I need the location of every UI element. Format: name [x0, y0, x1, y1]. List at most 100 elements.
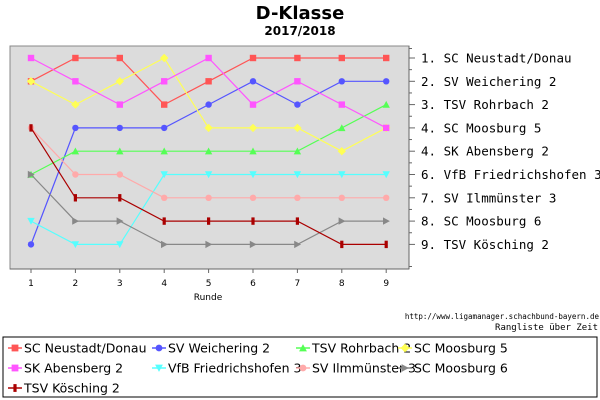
series-1 [27, 78, 390, 248]
data-point [116, 101, 123, 108]
legend-label: SC Moosburg 5 [414, 341, 508, 356]
legend-label: SC Neustadt/Donau [24, 341, 147, 356]
series-5 [27, 171, 390, 249]
data-point [160, 171, 168, 179]
data-point [161, 240, 168, 249]
data-point [116, 147, 124, 155]
data-point [383, 78, 390, 85]
data-point [383, 54, 390, 62]
data-point [29, 124, 33, 132]
ranking-label: 9. TSV Kösching 2 [421, 237, 549, 252]
data-point [248, 123, 258, 133]
data-point [294, 240, 302, 249]
data-point [294, 54, 301, 62]
data-point [205, 240, 213, 249]
data-point [207, 217, 211, 225]
data-point [293, 171, 302, 179]
legend-item: VfB Friedrichshofen 3 [152, 361, 301, 376]
data-point [72, 124, 79, 132]
data-point [72, 171, 79, 178]
legend-item: SV Weichering 2 [152, 341, 270, 356]
data-point [204, 171, 213, 179]
data-point [204, 123, 213, 133]
data-point [338, 78, 345, 85]
data-point [338, 194, 345, 201]
data-point [383, 217, 390, 225]
data-point [161, 78, 168, 85]
legend-item: SC Neustadt/Donau [8, 341, 147, 356]
data-point [383, 194, 390, 201]
data-point [337, 147, 346, 156]
data-point [294, 78, 301, 85]
x-tick-label: 6 [250, 279, 256, 289]
legend-label: SV Ilmmünster 3 [312, 361, 416, 376]
legend-marker [299, 344, 307, 352]
legend-item: SV Ilmmünster 3 [296, 361, 416, 376]
data-point [384, 240, 388, 249]
x-tick-label: 4 [161, 279, 167, 289]
data-point [73, 194, 77, 202]
legend-label: SK Abensberg 2 [24, 361, 123, 376]
data-point [160, 53, 169, 63]
legend-marker [155, 344, 163, 352]
x-tick-label: 2 [73, 279, 79, 289]
ranking-label: 3. TSV Rohrbach 2 [421, 97, 549, 112]
legend-marker [299, 364, 307, 372]
data-point [249, 54, 257, 62]
data-point [205, 101, 212, 108]
legend-item: SC Moosburg 5 [398, 341, 508, 356]
data-point [115, 77, 124, 86]
series-layer [26, 53, 391, 249]
data-point [72, 78, 79, 85]
data-point [338, 217, 346, 225]
series-0 [27, 54, 390, 108]
data-point [205, 194, 212, 201]
data-point [338, 101, 345, 108]
data-point [116, 241, 124, 249]
chart-subtitle: 2017/2018 [264, 24, 335, 38]
data-point [27, 170, 35, 179]
data-point [249, 147, 257, 155]
legend-marker [400, 343, 410, 353]
data-point [27, 54, 35, 62]
data-point [383, 124, 390, 132]
ranking-label: 8. SC Moosburg 6 [421, 214, 541, 229]
x-tick-label: 7 [295, 279, 301, 289]
legend: SC Neustadt/Donau SV Weichering 2 TSV Rohr… [8, 341, 508, 396]
legend-label: TSV Rohrbach 2 [311, 341, 411, 356]
x-axis-label: Runde [194, 293, 223, 303]
data-point [27, 217, 35, 225]
data-point [293, 123, 302, 133]
legend-item: TSV Kösching 2 [8, 381, 120, 396]
data-point [116, 124, 124, 132]
x-tick-label: 8 [339, 279, 345, 289]
data-point [116, 171, 124, 178]
ranking-label: 2. SV Weichering 2 [421, 74, 556, 89]
legend-marker [401, 364, 409, 372]
final-ranking: 1. SC Neustadt/Donau 2. SV Weichering 2 3.… [421, 51, 600, 252]
ranking-label: 4. SK Abensberg 2 [421, 144, 549, 159]
legend-label: VfB Friedrichshofen 3 [168, 361, 301, 376]
rank-axis [409, 48, 415, 267]
data-point [249, 194, 257, 201]
data-point [204, 147, 213, 155]
data-point [161, 101, 168, 108]
data-point [249, 240, 257, 249]
ranking-label: 1. SC Neustadt/Donau [421, 51, 572, 66]
series-6 [27, 124, 390, 201]
data-point [382, 100, 390, 108]
data-point [160, 147, 168, 155]
data-point [27, 241, 35, 248]
ranking-label: 4. SC Moosburg 5 [421, 120, 541, 135]
data-point [338, 54, 345, 62]
x-tick-label: 9 [383, 279, 389, 289]
data-point [71, 241, 80, 249]
data-point [249, 78, 257, 85]
data-point [338, 124, 346, 132]
data-point [382, 171, 390, 179]
legend-marker [155, 364, 163, 372]
data-point [72, 54, 79, 62]
data-point [249, 171, 257, 179]
data-point [293, 147, 302, 155]
legend-label: SV Weichering 2 [168, 341, 270, 356]
